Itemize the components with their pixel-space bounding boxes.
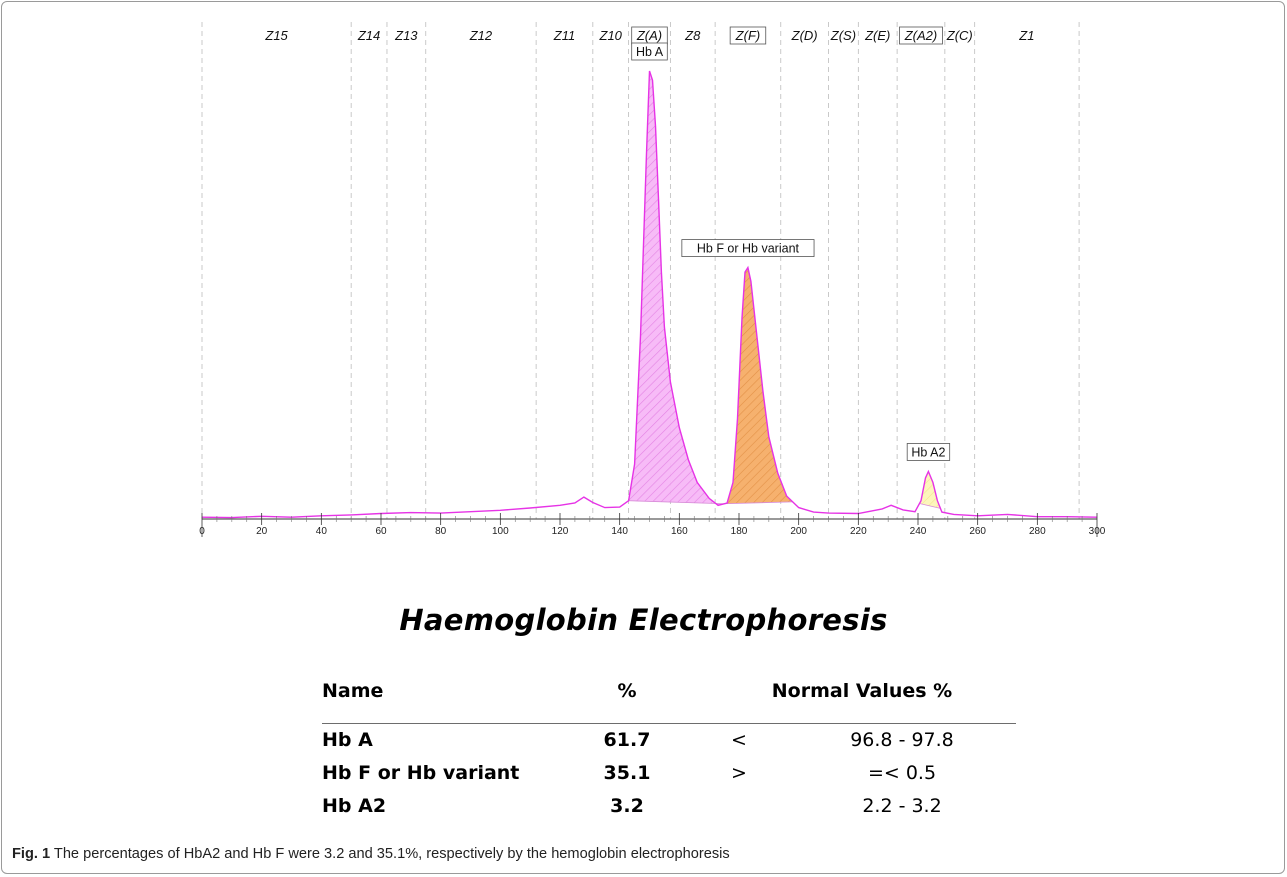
- figure-caption: Fig. 1 The percentages of HbA2 and Hb F …: [12, 846, 730, 862]
- x-tick-label: 120: [552, 526, 569, 537]
- peak-area-3: [919, 471, 941, 509]
- x-tick-label: 280: [1029, 526, 1046, 537]
- electropherogram: Z15 Z14 Z13 Z12 Z11 Z10 Z(A) Z8 Z(F) Z(D) Z(S) Z(E)…: [199, 22, 1106, 537]
- table-divider: [322, 723, 1016, 724]
- peak-label: Hb A2: [911, 445, 945, 459]
- peak-label-box: [681, 239, 815, 257]
- zone-label: Z14: [357, 28, 380, 43]
- row-percent: 35.1: [603, 762, 651, 784]
- peak-areas: [628, 71, 941, 509]
- x-tick-label: 300: [1089, 526, 1106, 537]
- zone-label: Z15: [264, 28, 288, 43]
- peak-area-1: [628, 71, 725, 506]
- table-row: Hb F or Hb variant 35.1 > =< 0.5: [322, 762, 1016, 786]
- zone-boundaries: [201, 22, 1080, 519]
- row-name: Hb A2: [322, 795, 387, 817]
- zone-label-box: [729, 26, 767, 45]
- x-tick-label: 200: [790, 526, 807, 537]
- zone-labels: Z15 Z14 Z13 Z12 Z11 Z10 Z(A) Z8 Z(F) Z(D) Z(S) Z(E)…: [264, 26, 1034, 45]
- peak-label-box: [631, 42, 668, 61]
- row-name: Hb A: [322, 729, 373, 751]
- x-tick-label: 80: [435, 526, 447, 537]
- x-tick-label: 160: [671, 526, 688, 537]
- x-tick-label: 140: [611, 526, 628, 537]
- peak-area-2: [724, 267, 793, 504]
- zone-label: Z10: [599, 28, 623, 43]
- peak-label: Hb A: [636, 45, 664, 59]
- zone-label-box: [899, 26, 943, 45]
- zone-label: Z(A): [636, 28, 662, 43]
- caption-text: The percentages of HbA2 and Hb F were 3.…: [53, 846, 730, 862]
- zone-label: Z(S): [830, 28, 856, 43]
- row-percent: 3.2: [610, 795, 644, 817]
- x-tick-label: 20: [256, 526, 268, 537]
- peak-baseline: [628, 500, 941, 509]
- caption-label: Fig. 1: [12, 846, 51, 862]
- peak-labels: Hb A Hb F or Hb variant Hb A2: [631, 42, 951, 461]
- zone-label: Z(A2): [904, 28, 938, 43]
- table-row: Hb A2 3.2 2.2 - 3.2: [322, 795, 1016, 819]
- x-tick-label: 60: [375, 526, 387, 537]
- zone-label: Z(F): [735, 28, 761, 43]
- row-comparison: <: [731, 729, 747, 751]
- header-normal-values: Normal Values %: [771, 680, 953, 702]
- electropherogram-trace: [201, 70, 1098, 519]
- x-axis-ticks: 0 20 40 60 80 100 120 140 160 180 200 220 240 260 280 3…: [199, 513, 1106, 537]
- zone-label: Z13: [394, 28, 418, 43]
- zone-label: Z1: [1018, 28, 1034, 43]
- zone-label: Z(C): [946, 28, 973, 43]
- row-percent: 61.7: [603, 729, 651, 751]
- zone-label: Z(D): [791, 28, 818, 43]
- x-tick-label: 240: [910, 526, 927, 537]
- row-normal-value: 2.2 - 3.2: [862, 795, 942, 817]
- zone-label: Z11: [553, 28, 575, 43]
- x-tick-label: 260: [969, 526, 986, 537]
- header-percent: %: [617, 680, 637, 702]
- zone-label: Z8: [684, 28, 701, 43]
- table-header-row: Name % Normal Values %: [322, 680, 1016, 704]
- row-normal-value: =< 0.5: [867, 762, 937, 784]
- chart-title: Haemoglobin Electrophoresis: [399, 603, 888, 637]
- peak-label: Hb F or Hb variant: [697, 242, 800, 256]
- zone-label: Z12: [469, 28, 493, 43]
- row-name: Hb F or Hb variant: [322, 762, 520, 784]
- x-tick-label: 180: [731, 526, 748, 537]
- x-tick-label: 40: [316, 526, 328, 537]
- row-comparison: >: [731, 762, 747, 784]
- results-table: Name % Normal Values % Hb A 61.7 < 96.8 …: [322, 680, 1016, 819]
- x-tick-label: 100: [492, 526, 509, 537]
- zone-label: Z(E): [864, 28, 890, 43]
- peak-label-box: [906, 443, 951, 461]
- row-normal-value: 96.8 - 97.8: [850, 729, 954, 751]
- header-name: Name: [322, 680, 384, 702]
- x-tick-label: 0: [199, 526, 205, 537]
- x-tick-label: 220: [850, 526, 867, 537]
- table-row: Hb A 61.7 < 96.8 - 97.8: [322, 729, 1016, 753]
